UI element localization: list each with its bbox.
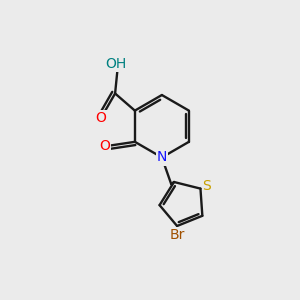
Text: N: N [157,150,167,164]
Text: O: O [99,140,110,153]
Text: O: O [96,111,106,125]
Text: S: S [202,178,211,193]
Text: OH: OH [105,57,127,71]
Text: Br: Br [169,228,185,242]
